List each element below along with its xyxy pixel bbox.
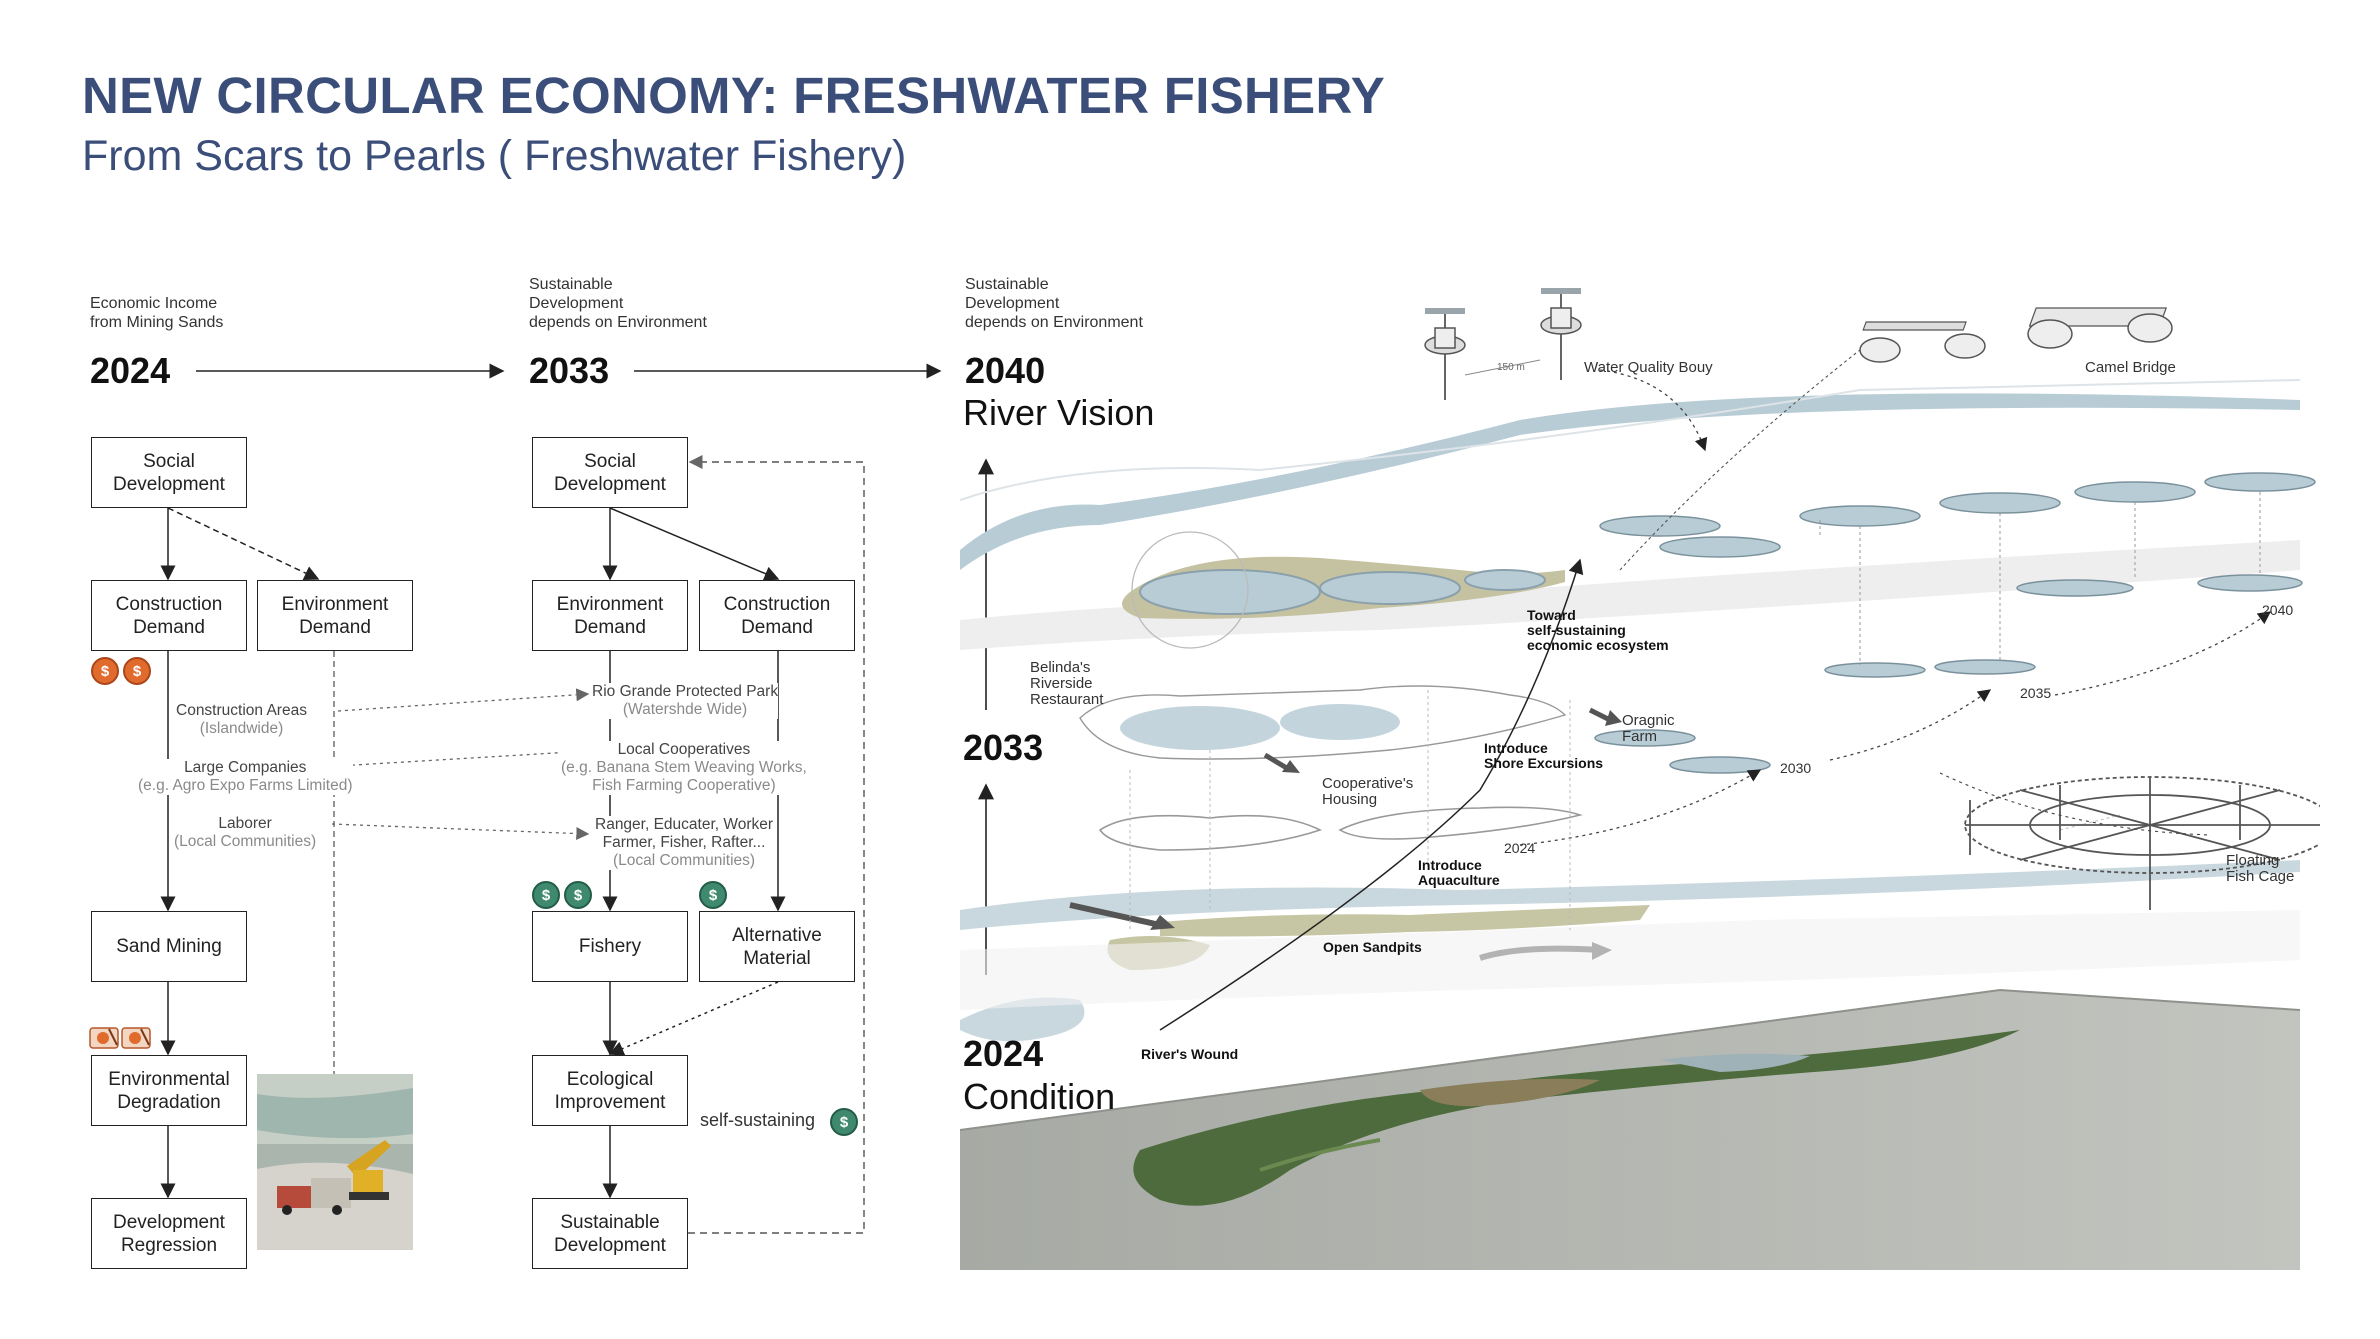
box-sustainable-development: Sustainable Development bbox=[532, 1198, 688, 1269]
floating-fish-cage-label: Floating Fish Cage bbox=[2226, 852, 2295, 885]
year-2040-label: 2040 bbox=[965, 350, 1046, 391]
diagram-year-2033: 2033 bbox=[963, 727, 1044, 768]
self-sustaining-label: self-sustaining bbox=[700, 1110, 816, 1130]
flowchart-connectors bbox=[160, 363, 942, 1234]
dollar-coin-icon: $ bbox=[91, 657, 119, 685]
dollar-coin-icon: $ bbox=[123, 657, 151, 685]
note-large-companies: Large Companies (e.g. Agro Expo Farms Lim… bbox=[138, 759, 353, 795]
river-vision-label: River Vision bbox=[963, 392, 1155, 433]
box-2033-construction-demand: Construction Demand bbox=[699, 580, 855, 651]
box-development-regression: Development Regression bbox=[91, 1198, 247, 1269]
year-2024-label: 2024 bbox=[90, 350, 171, 391]
year-mark-2030: 2030 bbox=[1780, 760, 1812, 776]
note-local-cooperatives: Local Cooperatives (e.g. Banana Stem Weav… bbox=[561, 741, 807, 795]
toward-ecosystem-label: Toward self-sustaining economic ecosystem bbox=[1527, 607, 1669, 653]
caption-2024: Economic Income from Mining Sands bbox=[90, 295, 224, 331]
camel-bridge-label: Camel Bridge bbox=[2085, 359, 2176, 376]
belinda-restaurant-label: Belinda's Riverside Restaurant bbox=[1030, 659, 1104, 708]
cooperative-housing-label: Cooperative's Housing bbox=[1322, 775, 1414, 808]
open-sandpits-label: Open Sandpits bbox=[1323, 939, 1422, 955]
aquaculture-label: Introduce Aquaculture bbox=[1418, 857, 1500, 888]
box-sand-mining: Sand Mining bbox=[91, 911, 247, 982]
dollar-coin-icon: $ bbox=[699, 881, 727, 909]
money-loss-icon bbox=[89, 1027, 151, 1049]
river-vision-diagram bbox=[960, 288, 2320, 1270]
water-quality-buoy-icon bbox=[1424, 288, 1582, 400]
condition-label: Condition bbox=[963, 1076, 1116, 1117]
year-mark-2035: 2035 bbox=[2020, 685, 2052, 701]
box-fishery: Fishery bbox=[532, 911, 688, 982]
page-title: NEW CIRCULAR ECONOMY: FRESHWATER FISHERY bbox=[82, 67, 1386, 124]
box-alternative-material: Alternative Material bbox=[699, 911, 855, 982]
caption-2033: Sustainable Development depends on Environ… bbox=[529, 276, 707, 331]
box-environmental-degradation: Environmental Degradation bbox=[91, 1055, 247, 1126]
note-ranger-educater: Ranger, Educater, Worker Farmer, Fisher, … bbox=[595, 816, 774, 870]
note-rio-grande-park: Rio Grande Protected Park (Watershde Wide… bbox=[592, 683, 779, 719]
box-ecological-improvement: Ecological Improvement bbox=[532, 1055, 688, 1126]
note-construction-areas: Construction Areas (Islandwide) bbox=[176, 702, 307, 738]
box-2033-social-development: Social Development bbox=[532, 437, 688, 508]
box-2024-environment-demand: Environment Demand bbox=[257, 580, 413, 651]
dollar-coin-icon: $ bbox=[830, 1108, 858, 1136]
box-2024-construction-demand: Construction Demand bbox=[91, 580, 247, 651]
floating-fish-cage-icon bbox=[1964, 776, 2320, 910]
camel-bridge-icon bbox=[1859, 307, 2173, 363]
shore-excursions-label: Introduce Shore Excursions bbox=[1484, 740, 1604, 771]
caption-2040: Sustainable Development depends on Environ… bbox=[965, 276, 1143, 331]
water-quality-bouy-label: Water Quality Bouy bbox=[1584, 359, 1713, 376]
note-laborer: Laborer (Local Communities) bbox=[174, 815, 317, 851]
dollar-coin-icon: $ bbox=[532, 881, 560, 909]
box-2033-environment-demand: Environment Demand bbox=[532, 580, 688, 651]
year-2033-label: 2033 bbox=[529, 350, 610, 391]
distance-label: 150 m bbox=[1497, 362, 1525, 373]
page-subtitle: From Scars to Pearls ( Freshwater Fisher… bbox=[82, 132, 907, 180]
organic-farm-label: Oragnic Farm bbox=[1622, 712, 1675, 745]
dollar-coin-icon: $ bbox=[564, 881, 592, 909]
year-mark-2024: 2024 bbox=[1504, 840, 1536, 856]
sand-mining-photo bbox=[257, 1074, 413, 1250]
box-2024-social-development: Social Development bbox=[91, 437, 247, 508]
diagram-year-2024: 2024 bbox=[963, 1033, 1044, 1074]
year-mark-2040: 2040 bbox=[2262, 602, 2294, 618]
rivers-wound-label: River's Wound bbox=[1141, 1046, 1239, 1062]
